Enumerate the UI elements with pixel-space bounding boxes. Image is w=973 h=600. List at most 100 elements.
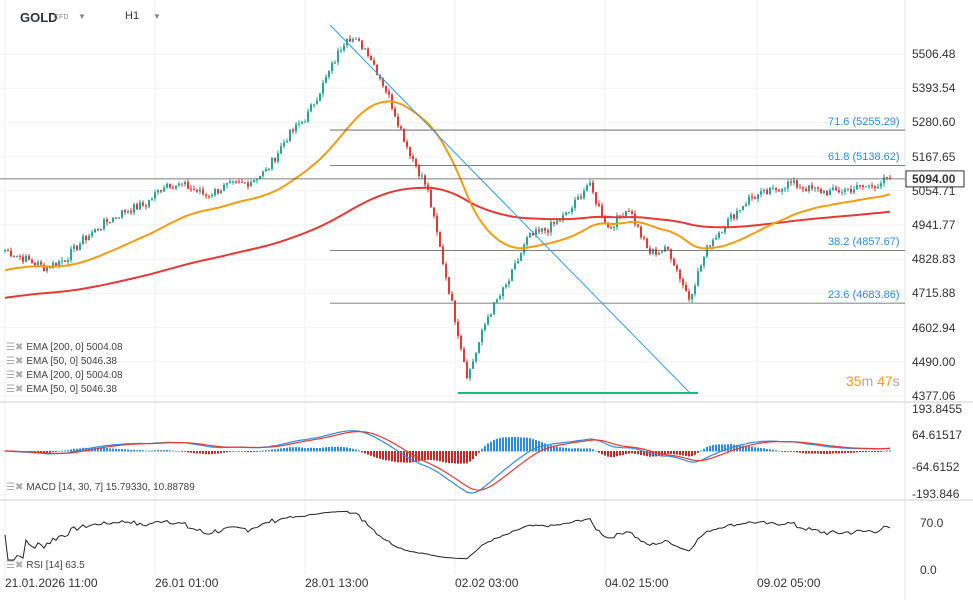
macd-histogram-bar <box>70 449 72 452</box>
candle <box>739 209 741 211</box>
macd-histogram-bar <box>67 450 69 452</box>
candle <box>721 232 723 234</box>
macd-histogram-bar <box>259 451 261 452</box>
macd-histogram-bar <box>598 451 600 453</box>
legend-ema50[interactable]: ☰✖ EMA [50, 0] 5046.38 <box>6 384 117 395</box>
macd-histogram-bar <box>292 447 294 452</box>
settings-icon[interactable]: ☰✖ <box>6 370 24 381</box>
settings-icon[interactable]: ☰✖ <box>6 560 24 571</box>
candle <box>691 294 693 300</box>
legend-text: EMA [50, 0] 5046.38 <box>26 384 117 395</box>
candle <box>82 236 84 244</box>
macd-histogram-bar <box>508 437 510 452</box>
macd-histogram-bar <box>181 451 183 452</box>
legend-ema200[interactable]: ☰✖ EMA [200, 0] 5004.08 <box>6 370 123 381</box>
price-axis-label: 4602.94 <box>912 320 956 335</box>
macd-histogram-bar <box>52 451 54 453</box>
macd-histogram-bar <box>823 451 825 454</box>
macd-histogram-bar <box>352 448 354 452</box>
date-axis-label: 04.02 15:00 <box>605 576 669 590</box>
symbol-label[interactable]: GOLD <box>20 10 58 25</box>
macd-histogram-bar <box>577 448 579 452</box>
candle <box>373 60 375 65</box>
candle <box>202 189 204 195</box>
candle <box>268 168 270 170</box>
macd-histogram-bar <box>319 447 321 452</box>
macd-histogram-bar <box>397 451 399 463</box>
candle <box>307 111 309 122</box>
settings-icon[interactable]: ☰✖ <box>6 384 24 395</box>
candle <box>28 255 30 260</box>
candle <box>514 263 516 270</box>
candle <box>325 76 327 83</box>
macd-histogram-bar <box>517 437 519 452</box>
symbol-dropdown-icon[interactable]: ▼ <box>78 12 86 21</box>
candle <box>667 246 669 250</box>
macd-histogram-bar <box>844 451 846 454</box>
candle <box>277 153 279 162</box>
macd-histogram-bar <box>442 451 444 463</box>
legend-macd[interactable]: ☰✖ MACD [14, 30, 7] 15.79330, 10.88789 <box>6 482 195 493</box>
macd-histogram-bar <box>187 451 189 453</box>
candle <box>796 180 798 188</box>
macd-histogram-bar <box>262 450 264 452</box>
macd-histogram-bar <box>484 445 486 452</box>
candle <box>838 190 840 193</box>
settings-icon[interactable]: ☰✖ <box>6 342 24 353</box>
legend-rsi[interactable]: ☰✖ RSI [14] 63.5 <box>6 560 85 571</box>
candle <box>865 186 867 188</box>
candle <box>484 324 486 330</box>
macd-histogram-bar <box>256 451 258 452</box>
candle <box>631 211 633 214</box>
candle <box>562 215 564 221</box>
macd-histogram-bar <box>718 444 720 452</box>
candle <box>88 235 90 241</box>
macd-histogram-bar <box>265 450 267 452</box>
legend-ema200[interactable]: ☰✖ EMA [200, 0] 5004.08 <box>6 342 123 353</box>
macd-histogram-bar <box>202 451 204 454</box>
candle <box>262 171 264 176</box>
candle <box>169 183 171 188</box>
price-axis-label: 5506.48 <box>912 47 956 61</box>
macd-histogram-bar <box>871 451 873 452</box>
legend-ema50[interactable]: ☰✖ EMA [50, 0] 5046.38 <box>6 356 117 367</box>
macd-histogram-bar <box>820 451 822 454</box>
candle <box>589 182 591 186</box>
candle <box>121 210 123 218</box>
macd-histogram-bar <box>307 447 309 452</box>
timeframe-select[interactable]: H1 <box>125 10 140 22</box>
candle <box>499 296 501 300</box>
candle <box>487 316 489 325</box>
macd-histogram-bar <box>580 448 582 452</box>
macd-histogram-bar <box>358 450 360 452</box>
macd-histogram-bar <box>235 450 237 452</box>
macd-histogram-bar <box>502 437 504 452</box>
macd-histogram-bar <box>853 451 855 453</box>
timeframe-dropdown-icon[interactable]: ▼ <box>153 12 161 21</box>
macd-histogram-bar <box>859 451 861 453</box>
macd-histogram-bar <box>553 445 555 452</box>
candle <box>304 121 306 123</box>
macd-histogram-bar <box>673 451 675 455</box>
settings-icon[interactable]: ☰✖ <box>6 482 24 493</box>
candle <box>832 187 834 191</box>
candle <box>643 237 645 239</box>
macd-histogram-bar <box>226 451 228 453</box>
candle <box>85 236 87 241</box>
candle <box>685 284 687 292</box>
macd-histogram-bar <box>799 451 801 453</box>
fib-level-label: 71.6 (5255.29) <box>828 116 900 129</box>
macd-histogram-bar <box>862 451 864 453</box>
candle <box>232 181 234 183</box>
candle <box>19 255 21 257</box>
macd-histogram-bar <box>736 444 738 452</box>
candle <box>103 219 105 229</box>
macd-histogram-bar <box>595 450 597 452</box>
settings-icon[interactable]: ☰✖ <box>6 356 24 367</box>
candle <box>349 38 351 42</box>
candle <box>292 129 294 132</box>
macd-histogram-bar <box>817 451 819 454</box>
candle <box>271 157 273 169</box>
macd-histogram-bar <box>58 450 60 452</box>
